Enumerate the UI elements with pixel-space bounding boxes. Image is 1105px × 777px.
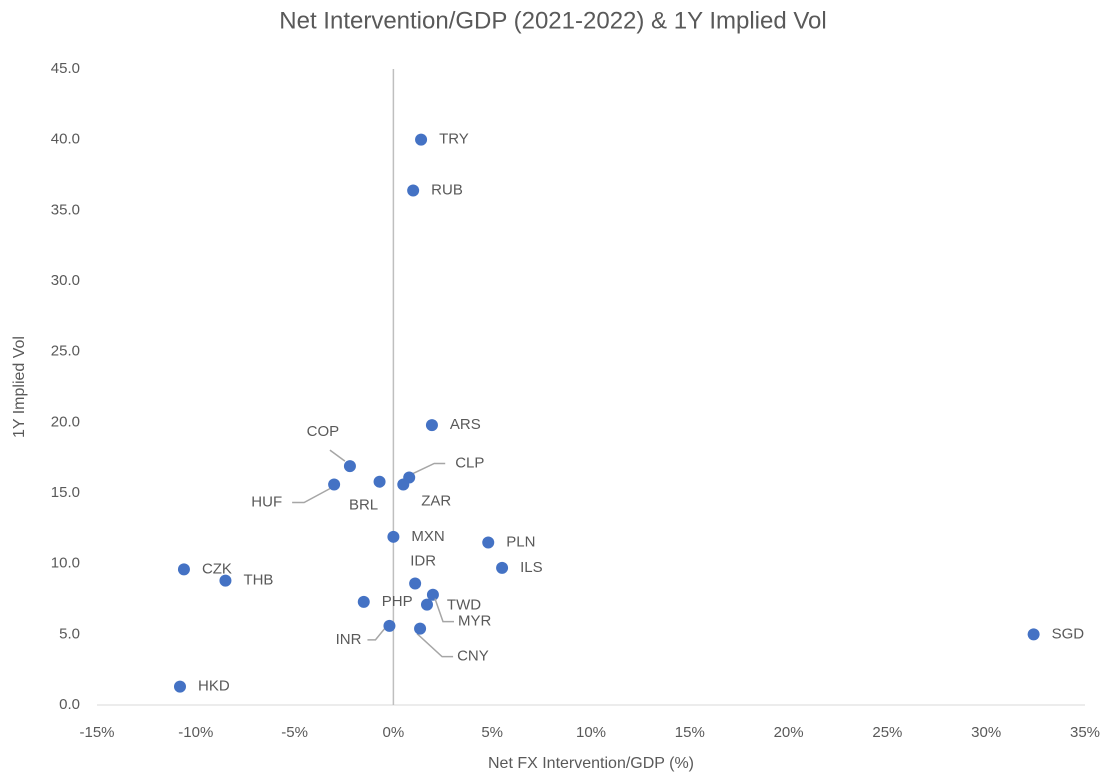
y-tick-label: 10.0 [51,555,80,572]
point-label: ZAR [421,492,451,509]
point-label: CLP [455,454,484,471]
point-label: COP [307,423,340,440]
x-tick-label: 35% [1070,724,1100,741]
point [414,622,427,635]
leader-line [412,462,446,475]
x-tick-label: 15% [675,724,705,741]
point [328,478,341,491]
leader-line [367,628,386,641]
y-tick-label: 5.0 [59,625,80,642]
leader-line [416,633,454,658]
point-label: PHP [382,593,413,610]
leader-line [292,487,331,504]
point [397,478,410,491]
point-label: TWD [447,597,481,614]
x-tick-label: 20% [774,724,804,741]
point [219,574,232,587]
point [415,133,428,146]
y-tick-label: 0.0 [59,696,80,713]
point [426,588,439,601]
x-tick-label: -10% [178,724,213,741]
x-axis-label: Net FX Intervention/GDP (%) [488,755,694,772]
point-label: TRY [439,131,469,148]
y-axis-label: 1Y Implied Vol [11,336,28,438]
y-tick-label: 20.0 [51,413,80,430]
point-label: INR [336,631,362,648]
point [373,475,386,488]
point [177,563,190,576]
x-tick-label: 5% [481,724,503,741]
point-label: MXN [411,528,444,545]
point-label: HUF [251,493,282,510]
point-label: RUB [431,182,463,199]
point-label: BRL [349,497,378,514]
point-label: ARS [450,416,481,433]
point [407,184,420,197]
point [387,530,400,543]
point [343,460,356,473]
x-tick-label: 25% [872,724,902,741]
x-tick-label: -5% [281,724,308,741]
leader-line [434,598,454,623]
point-label: HKD [198,678,230,695]
x-tick-label: -15% [79,724,114,741]
point-label: CNY [457,648,489,665]
y-tick-label: 15.0 [51,484,80,501]
point [425,419,438,432]
y-tick-label: 25.0 [51,343,80,360]
y-tick-label: 30.0 [51,272,80,289]
leader-line [329,449,346,462]
point-label: MYR [458,613,492,630]
point-label: PLN [506,533,535,550]
point-label: CZK [202,560,232,577]
point [420,598,433,611]
point-label: IDR [410,552,436,569]
y-tick-label: 35.0 [51,201,80,218]
point [496,561,509,574]
chart-title: Net Intervention/GDP (2021-2022) & 1Y Im… [279,7,826,34]
point-label: ILS [520,559,543,576]
y-tick-label: 40.0 [51,131,80,148]
point [482,536,495,549]
y-tick-label: 45.0 [51,60,80,77]
point [173,680,186,693]
x-tick-label: 30% [971,724,1001,741]
point-label: THB [243,572,273,589]
point [357,595,370,608]
point [409,577,422,590]
point [1027,628,1040,641]
point [383,619,396,632]
point-label: SGD [1052,625,1085,642]
x-tick-label: 0% [383,724,405,741]
x-tick-label: 10% [576,724,606,741]
